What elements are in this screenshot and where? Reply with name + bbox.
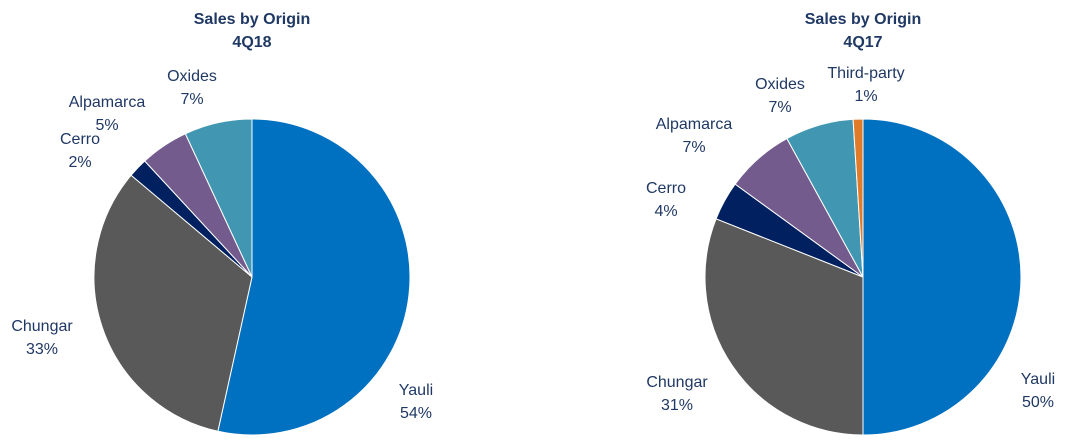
slice-label: Third-party bbox=[827, 65, 904, 82]
chart-subtitle: 4Q18 bbox=[232, 34, 271, 51]
chart-subtitle: 4Q17 bbox=[843, 34, 882, 51]
pie-slice bbox=[862, 118, 1022, 436]
slice-label: Oxides bbox=[167, 68, 217, 85]
slice-value-label: 7% bbox=[180, 91, 203, 108]
slice-value-label: 7% bbox=[768, 99, 791, 116]
slice-label: Chungar bbox=[646, 374, 708, 391]
slice-label: Cerro bbox=[646, 180, 686, 197]
slice-value-label: 31% bbox=[661, 397, 693, 414]
slice-label: Alpamarca bbox=[656, 116, 733, 133]
slice-value-label: 7% bbox=[682, 139, 705, 156]
slice-label: Oxides bbox=[755, 76, 805, 93]
slice-label: Yauli bbox=[399, 382, 433, 399]
slice-value-label: 2% bbox=[68, 154, 91, 171]
pie-slice bbox=[852, 118, 864, 278]
slice-value-label: 5% bbox=[95, 117, 118, 134]
slice-value-label: 50% bbox=[1022, 394, 1054, 411]
pie-slice bbox=[704, 218, 864, 436]
pie-slice bbox=[93, 174, 253, 432]
slice-label: Yauli bbox=[1021, 371, 1055, 388]
slice-value-label: 33% bbox=[26, 341, 58, 358]
slice-label: Alpamarca bbox=[69, 94, 146, 111]
pie-slice bbox=[184, 118, 253, 278]
slice-label: Cerro bbox=[60, 131, 100, 148]
slice-value-label: 4% bbox=[654, 203, 677, 220]
slice-value-label: 1% bbox=[854, 88, 877, 105]
chart-title: Sales by Origin bbox=[194, 11, 310, 28]
pie-slice bbox=[217, 118, 411, 436]
slice-label: Chungar bbox=[11, 318, 73, 335]
chart-title: Sales by Origin bbox=[805, 11, 921, 28]
slice-value-label: 54% bbox=[400, 405, 432, 422]
